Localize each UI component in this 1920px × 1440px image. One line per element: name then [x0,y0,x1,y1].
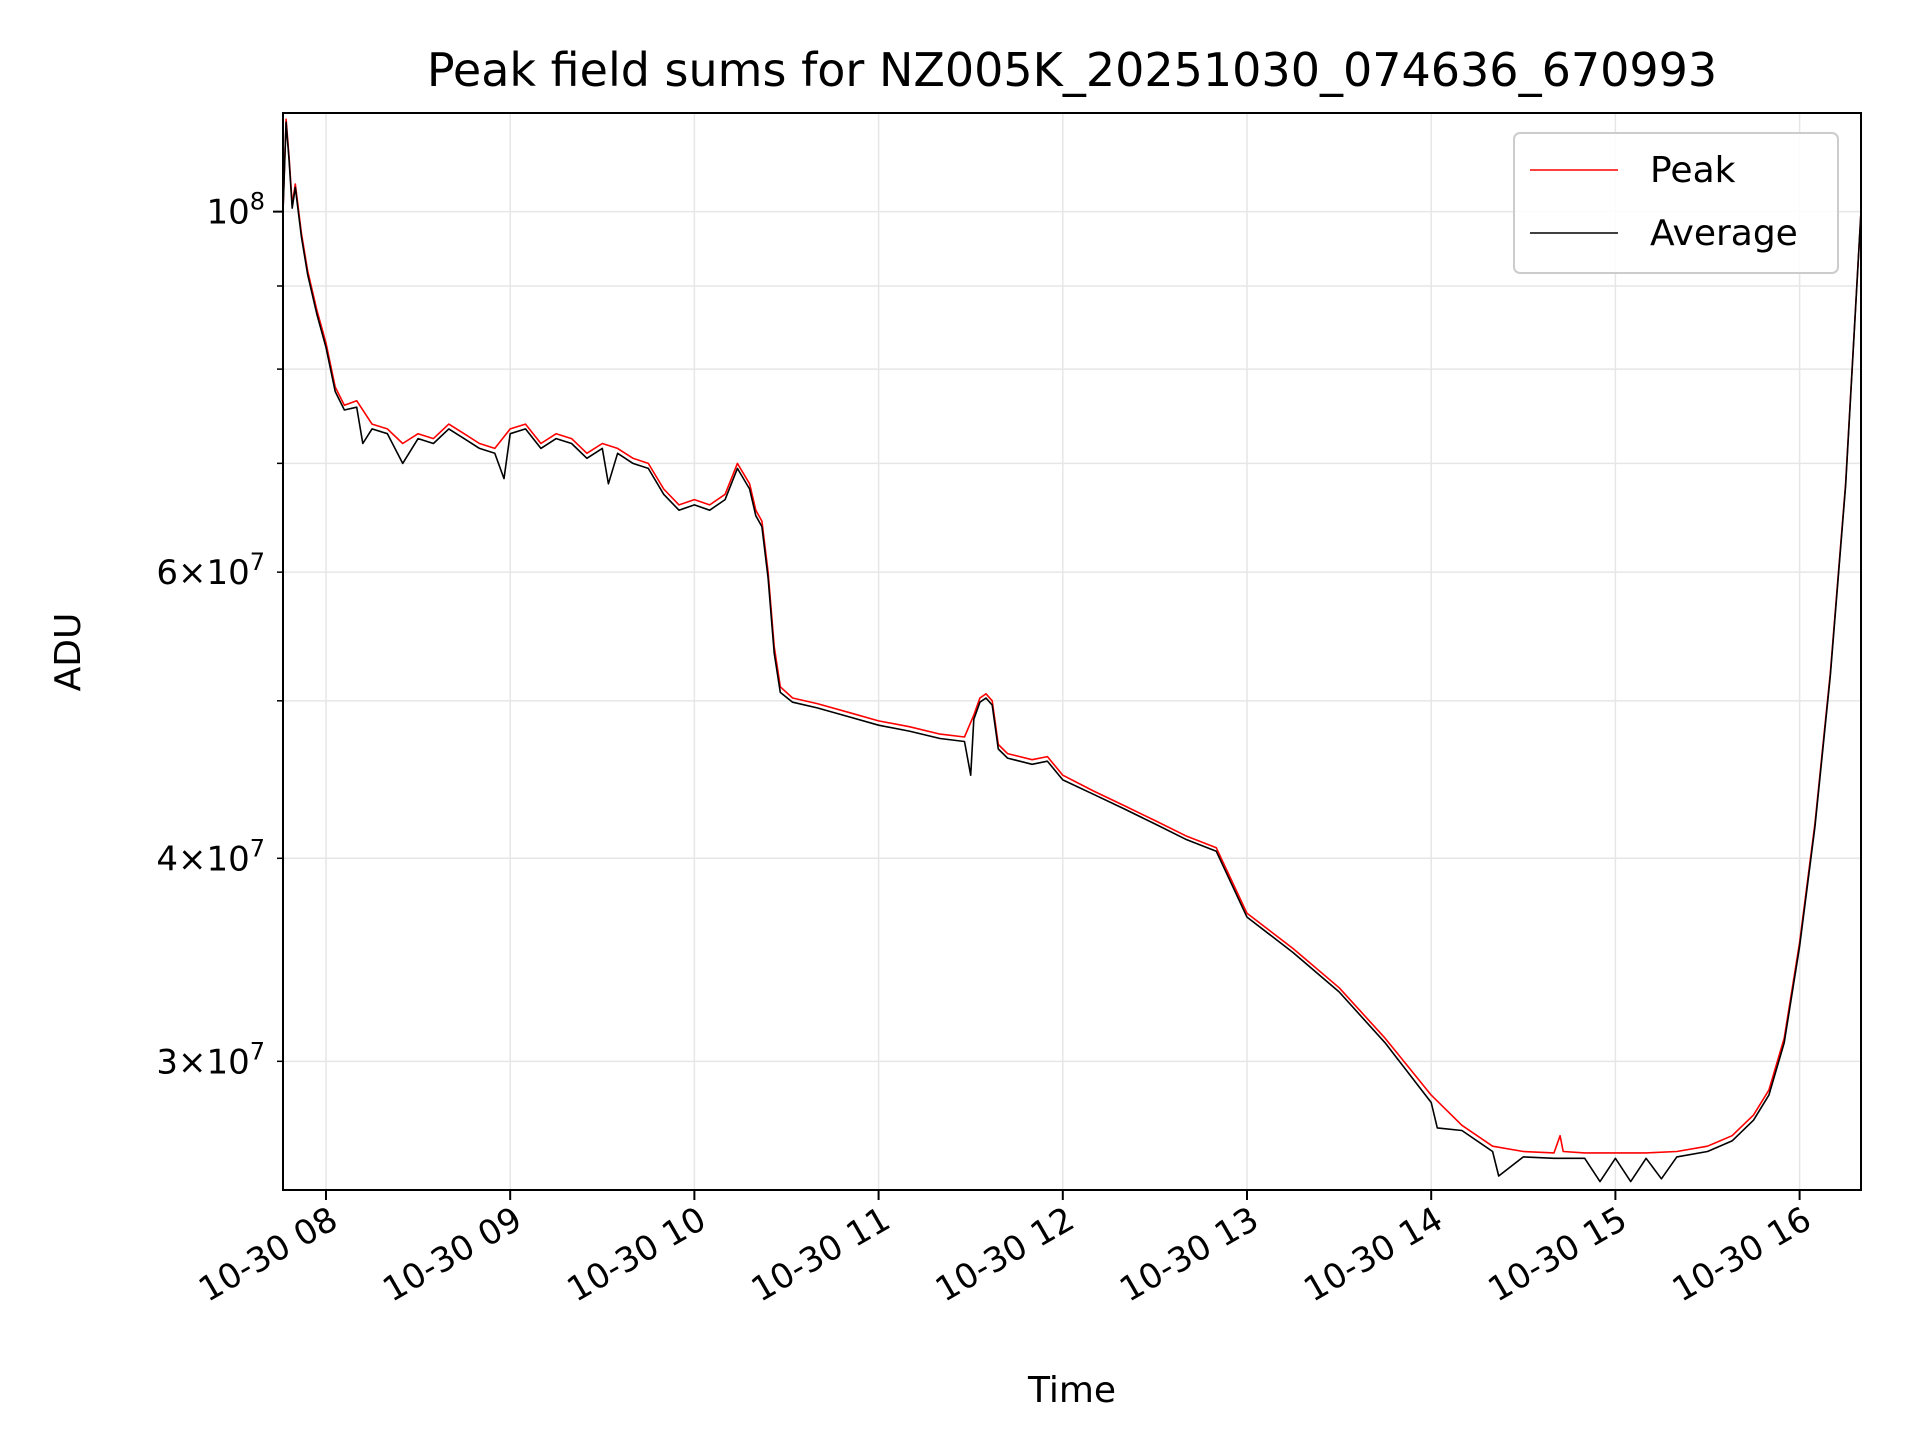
y-tick-label: 4×107 [156,834,265,879]
svg-text:3×107: 3×107 [156,1037,265,1082]
svg-text:4×107: 4×107 [156,834,265,879]
x-axis-label: Time [1027,1370,1116,1411]
y-axis-label: ADU [48,613,89,692]
legend-box [1513,132,1839,274]
y-tick-label: 108 [206,188,265,233]
chart-title: Peak field sums for NZ005K_20251030_0746… [427,43,1717,97]
y-tick-label: 6×107 [156,548,265,593]
svg-text:108: 108 [206,188,265,233]
legend-label-peak: Peak [1650,150,1736,191]
legend: Peak Average [1513,132,1839,274]
y-tick-label: 3×107 [156,1037,265,1082]
plot-frame [282,112,1862,1191]
series-layer [282,118,1862,1183]
legend-label-average: Average [1650,213,1798,254]
svg-text:6×107: 6×107 [156,548,265,593]
series-line-peak [282,118,1862,1154]
series-line-average [282,121,1862,1183]
